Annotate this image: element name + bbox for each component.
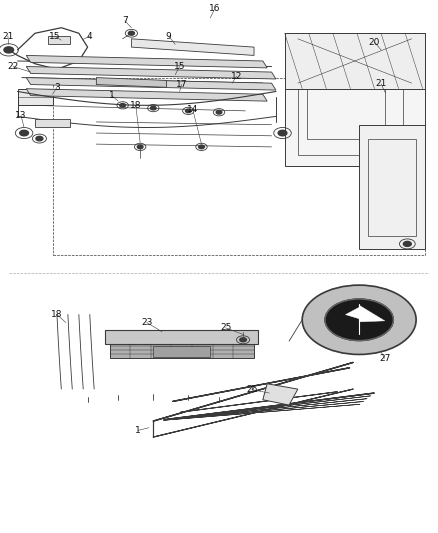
Polygon shape (110, 344, 254, 358)
Polygon shape (26, 88, 267, 101)
Polygon shape (105, 330, 258, 344)
Circle shape (199, 145, 204, 149)
Polygon shape (263, 384, 298, 405)
Text: 14: 14 (187, 105, 198, 114)
Text: 18: 18 (51, 310, 63, 319)
Text: 13: 13 (15, 111, 27, 120)
Text: 17: 17 (176, 80, 187, 89)
Polygon shape (359, 305, 385, 322)
Circle shape (137, 145, 143, 149)
Polygon shape (18, 88, 53, 106)
Polygon shape (26, 67, 276, 79)
Text: 16: 16 (209, 4, 220, 13)
Polygon shape (26, 55, 267, 68)
Circle shape (128, 31, 134, 35)
Text: 23: 23 (141, 318, 152, 327)
Text: 21: 21 (2, 31, 14, 41)
Circle shape (36, 136, 43, 141)
Polygon shape (35, 119, 70, 127)
Circle shape (4, 47, 14, 53)
Text: 4: 4 (87, 31, 92, 41)
Polygon shape (346, 308, 359, 319)
Circle shape (186, 109, 191, 112)
Text: 1: 1 (109, 91, 115, 100)
Text: 9: 9 (166, 31, 172, 41)
Polygon shape (359, 125, 425, 249)
Text: 22: 22 (7, 62, 19, 71)
Text: 21: 21 (375, 79, 387, 88)
Text: 3: 3 (54, 83, 60, 92)
Circle shape (240, 338, 246, 342)
Text: 27: 27 (379, 354, 390, 363)
Text: 12: 12 (231, 72, 242, 80)
Text: 20: 20 (369, 38, 380, 46)
Polygon shape (153, 346, 210, 357)
Text: 18: 18 (130, 101, 141, 110)
Circle shape (216, 110, 222, 114)
Circle shape (302, 285, 416, 354)
Polygon shape (131, 39, 254, 55)
Circle shape (120, 103, 125, 107)
Polygon shape (48, 36, 70, 44)
Circle shape (278, 130, 287, 136)
Circle shape (403, 241, 411, 246)
Polygon shape (285, 33, 425, 166)
Text: 7: 7 (122, 17, 128, 25)
Polygon shape (26, 78, 276, 90)
Polygon shape (96, 78, 166, 87)
Text: 15: 15 (174, 62, 185, 71)
Text: 25: 25 (220, 324, 231, 332)
Text: 15: 15 (49, 31, 60, 41)
Circle shape (150, 106, 156, 110)
Text: 1: 1 (135, 426, 141, 435)
Circle shape (20, 130, 28, 136)
Circle shape (325, 299, 393, 341)
Polygon shape (285, 33, 425, 88)
Text: 26: 26 (246, 385, 258, 394)
